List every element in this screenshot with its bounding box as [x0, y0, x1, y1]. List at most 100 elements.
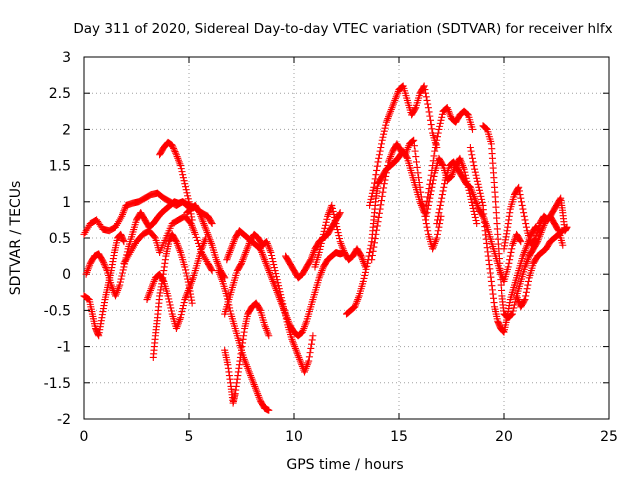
data-point: [410, 136, 418, 144]
data-point: [331, 213, 339, 221]
data-point: [522, 288, 530, 296]
data-point: [335, 232, 343, 240]
data-point: [420, 82, 428, 90]
data-point: [434, 230, 441, 238]
data-point: [172, 149, 180, 157]
x-tick-label: 0: [80, 429, 89, 445]
data-point: [433, 136, 441, 144]
data-point: [168, 141, 176, 149]
data-point: [410, 142, 418, 150]
data-point: [336, 209, 344, 217]
data-point: [321, 224, 329, 232]
data-point: [336, 210, 343, 218]
data-point: [184, 275, 192, 283]
data-point: [435, 223, 443, 231]
data-point: [378, 192, 386, 200]
data-point: [437, 198, 445, 206]
data-point: [517, 194, 525, 202]
data-point: [435, 209, 443, 217]
series-track-13: [282, 209, 344, 282]
series-track-22: [500, 183, 571, 253]
data-point: [427, 171, 435, 179]
data-point: [368, 189, 376, 197]
data-point: [415, 174, 423, 182]
data-point: [329, 204, 336, 212]
data-point: [100, 259, 108, 267]
data-point: [192, 233, 200, 241]
data-point: [424, 104, 432, 112]
data-point: [377, 144, 385, 151]
data-point: [424, 189, 432, 197]
data-point: [469, 125, 476, 133]
data-point: [380, 180, 388, 188]
data-point: [272, 270, 280, 278]
series-track-23: [513, 227, 567, 311]
x-tick-label: 20: [495, 429, 513, 445]
data-point: [84, 294, 91, 302]
data-point: [478, 195, 486, 203]
data-point: [165, 298, 173, 306]
data-point: [460, 165, 468, 173]
data-point: [164, 292, 172, 300]
data-point: [331, 217, 339, 225]
data-point: [428, 166, 436, 174]
data-point: [120, 238, 128, 246]
data-point: [472, 171, 480, 179]
series-track-7: [156, 138, 196, 224]
data-point: [208, 220, 216, 228]
data-point: [376, 205, 384, 213]
data-point: [413, 163, 421, 171]
data-point: [476, 186, 483, 194]
y-tick-label: 0.5: [49, 231, 71, 247]
data-point: [315, 248, 323, 256]
data-point: [408, 137, 416, 145]
data-point: [424, 227, 432, 235]
x-axis-label: GPS time / hours: [286, 457, 403, 473]
data-point: [305, 353, 313, 361]
data-point: [469, 154, 476, 162]
data-point: [434, 216, 441, 224]
data-point: [329, 207, 337, 215]
data-point: [207, 265, 215, 273]
data-point: [423, 223, 431, 231]
data-point: [307, 344, 315, 352]
data-point: [478, 198, 486, 206]
data-point: [384, 162, 392, 170]
y-tick-label: -2: [57, 412, 71, 428]
data-point: [177, 165, 185, 173]
data-point: [439, 187, 447, 195]
data-point: [273, 273, 280, 281]
data-point: [441, 180, 448, 188]
data-point: [438, 160, 446, 168]
data-point: [506, 252, 514, 260]
data-point: [510, 304, 518, 312]
data-point: [84, 295, 92, 303]
data-point: [319, 230, 327, 238]
data-point: [424, 205, 432, 213]
data-point: [522, 292, 530, 300]
data-point: [180, 177, 188, 185]
data-point: [506, 256, 514, 264]
data-point: [309, 332, 317, 340]
data-point: [425, 185, 433, 193]
data-point: [102, 265, 110, 273]
data-point: [417, 193, 425, 201]
series-track-18: [422, 104, 476, 209]
data-point: [178, 308, 186, 316]
y-tick-label: -1.5: [44, 376, 71, 392]
data-point: [373, 222, 381, 230]
data-point: [424, 100, 432, 108]
data-point: [359, 277, 367, 285]
data-point: [195, 207, 203, 215]
data-point: [563, 223, 571, 231]
data-point: [525, 277, 532, 285]
data-point: [308, 340, 315, 348]
series-track-2: [80, 230, 128, 340]
data-point: [365, 252, 373, 260]
data-point: [434, 133, 441, 141]
y-tick-label: -0.5: [44, 303, 71, 319]
data-point: [473, 220, 481, 228]
data-point: [477, 192, 485, 200]
data-point: [473, 174, 481, 182]
data-point: [436, 205, 444, 213]
